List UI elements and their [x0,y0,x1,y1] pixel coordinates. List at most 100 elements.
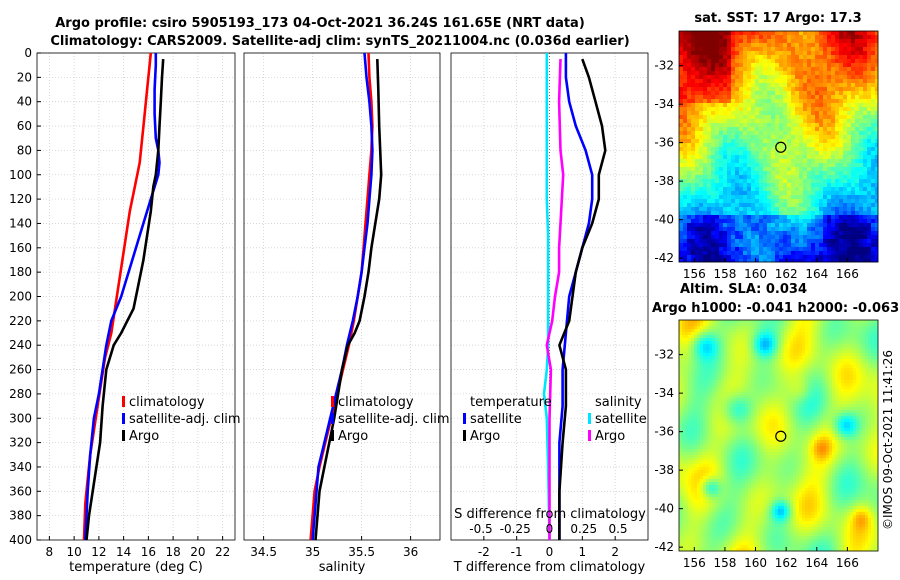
map-cell [831,75,836,80]
map-cell [827,191,832,196]
map-cell [703,380,707,384]
map-cell [679,191,684,196]
map-cell [759,43,764,48]
map-cell [715,187,720,192]
map-cell [695,39,700,44]
map-cell [814,359,818,363]
map-cell [874,359,878,363]
map-cell [703,374,707,378]
x-tick-label: 36 [403,545,418,559]
map-cell [719,231,724,236]
map-cell [772,347,776,351]
map-cell [783,151,788,156]
map-cell [791,139,796,144]
map-cell [815,59,820,64]
map-cell [743,235,748,240]
map-cell [826,365,830,369]
map-cell [703,123,708,128]
map-cell [727,43,732,48]
map-cell [807,187,812,192]
map-cell [875,251,879,256]
map-cell [850,380,854,384]
map-cell [835,103,840,108]
map-cell [851,119,856,124]
map-cell [829,320,833,324]
map-cell [807,211,812,216]
map-cell [811,380,815,384]
map-cell [823,207,828,212]
map-cell [759,119,764,124]
map-cell [748,371,752,375]
map-cell [691,231,696,236]
map-cell [855,75,860,80]
map-cell [703,362,707,366]
map-cell [787,131,792,136]
legend-s-title: salinity [595,395,642,410]
map-cell [739,63,744,68]
map-cell [791,167,796,172]
map-cell [771,215,776,220]
map-cell [706,368,710,372]
map-cell [868,359,872,363]
map-cell [683,123,688,128]
map-cell [855,167,860,172]
map-cell [709,380,713,384]
map-cell [819,47,824,52]
map-cell [850,323,854,327]
map-cell [790,386,794,390]
map-cell [733,356,737,360]
map-cell [723,167,728,172]
map-cell [736,389,740,393]
map-cell [727,51,732,56]
map-cell [769,329,773,333]
map-cell [688,386,692,390]
map-cell [694,395,698,399]
map-cell [808,362,812,366]
map-cell [819,187,824,192]
map-cell [771,75,776,80]
legend-sal-argo-label: Argo [338,429,368,444]
map-cell [745,386,749,390]
map-cell [703,350,707,354]
map-cell [707,123,712,128]
map-cell [839,143,844,148]
map-cell [711,43,716,48]
map-cell [771,203,776,208]
map-cell [807,231,812,236]
map-cell [835,353,839,357]
map-cell [727,386,731,390]
map-cell [699,131,704,136]
map-cell [687,47,692,52]
map-cell [787,159,792,164]
map-cell [847,199,852,204]
map-cell [865,362,869,366]
map-cell [772,326,776,330]
map-cell [819,59,824,64]
map-cell [691,183,696,188]
map-cell [838,350,842,354]
map-cell [745,401,749,405]
map-cell [826,371,830,375]
map-cell [707,191,712,196]
map-cell [687,167,692,172]
map-cell [811,341,815,345]
map-cell [875,227,879,232]
map-cell [723,119,728,124]
map-cell [703,338,707,342]
map-cell [727,383,731,387]
map-cell [868,368,872,372]
map-cell [779,111,784,116]
map-cell [787,203,792,208]
map-cell [721,320,725,324]
map-cell [802,320,806,324]
map-cell [699,95,704,100]
map-cell [767,239,772,244]
map-cell [819,51,824,56]
map-cell [823,395,827,399]
map-cell [695,255,700,260]
map-cell [775,227,780,232]
map-cell [831,151,836,156]
map-cell [735,75,740,80]
map-cell [759,167,764,172]
map-cell [814,392,818,396]
